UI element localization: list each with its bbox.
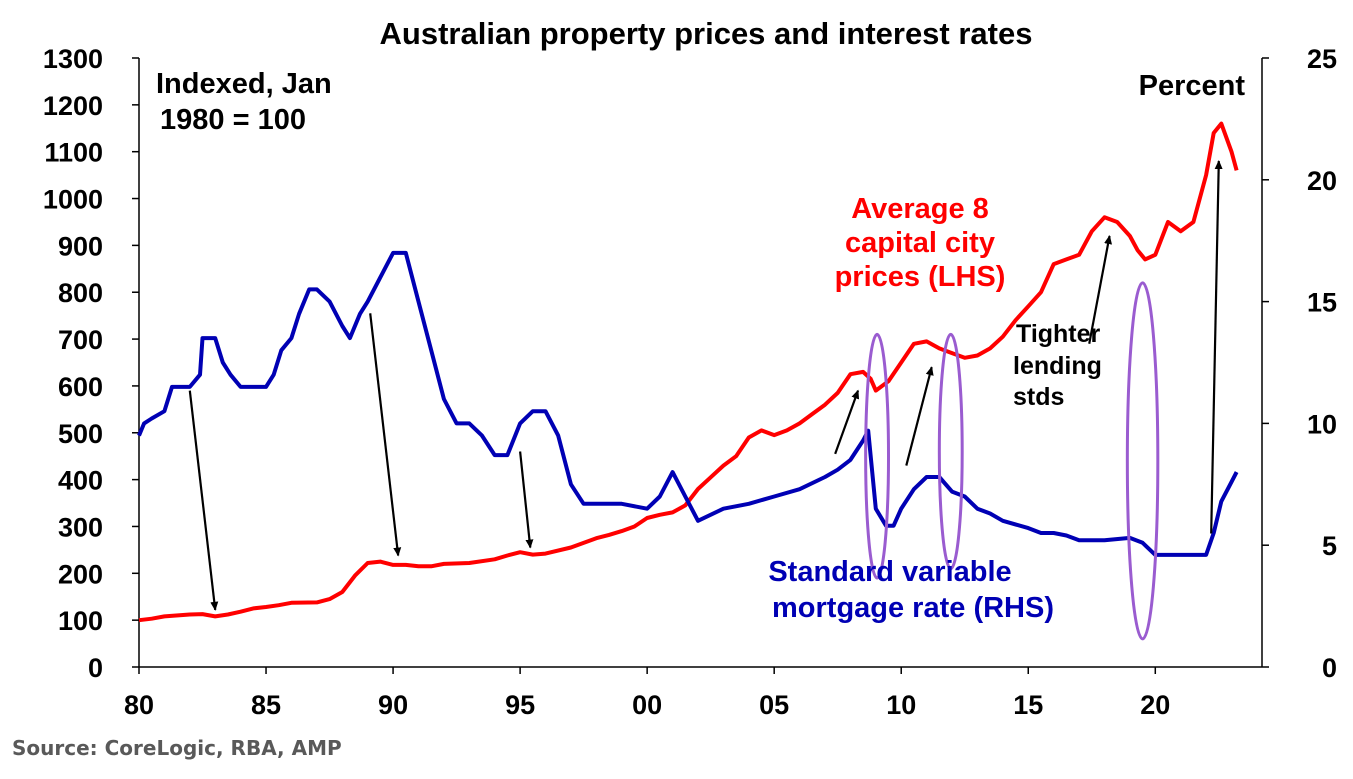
arrow-5 xyxy=(1088,235,1113,344)
left-tick-label-11: 1100 xyxy=(44,138,103,168)
arrow-2 xyxy=(519,451,534,549)
left-tick-label-3: 300 xyxy=(58,512,103,542)
left-tick-label-4: 400 xyxy=(58,466,103,496)
left-tick-label-0: 0 xyxy=(88,653,103,683)
arrow-4 xyxy=(905,366,934,466)
prices-label-line1: Average 8 xyxy=(851,193,989,225)
left-tick-label-13: 1300 xyxy=(43,44,103,74)
right-ticks: 0 5 10 15 20 25 xyxy=(1262,44,1337,683)
prices-series-line xyxy=(138,121,1239,623)
x-tick-label-7: 15 xyxy=(1013,690,1043,720)
source-note: Source: CoreLogic, RBA, AMP xyxy=(12,736,342,760)
lending-label: Tighter lending stds xyxy=(1013,320,1102,411)
left-axis-label-line2: 1980 = 100 xyxy=(160,104,306,136)
right-tick-label-0: 0 xyxy=(1322,653,1337,683)
right-tick-label-1: 5 xyxy=(1322,531,1337,561)
ellipse-layer xyxy=(864,281,1160,641)
prices-label: Average 8 capital city prices (LHS) xyxy=(835,193,1006,293)
arrow-1 xyxy=(369,313,402,557)
arrow-3 xyxy=(834,389,860,455)
highlight-ellipse-1 xyxy=(937,332,964,571)
chart-title: Australian property prices and interest … xyxy=(380,16,1033,51)
x-tick-label-0: 80 xyxy=(124,690,154,720)
left-tick-label-6: 600 xyxy=(58,372,103,402)
x-ticks: 80 85 90 95 00 05 10 15 20 xyxy=(124,667,1170,720)
right-axis-label: Percent xyxy=(1139,70,1246,102)
arrow-6 xyxy=(1210,160,1223,534)
right-tick-label-4: 20 xyxy=(1307,166,1337,196)
left-tick-label-8: 800 xyxy=(58,278,103,308)
x-tick-label-8: 20 xyxy=(1140,690,1170,720)
arrow-0 xyxy=(188,390,219,611)
rate-series-line xyxy=(137,250,1239,557)
x-tick-label-4: 00 xyxy=(632,690,662,720)
left-tick-label-7: 700 xyxy=(58,325,103,355)
lending-label-line1: Tighter xyxy=(1016,320,1101,348)
left-tick-label-10: 1000 xyxy=(43,185,103,215)
lending-label-line2: lending xyxy=(1013,352,1102,380)
rate-label: Standard variable mortgage rate (RHS) xyxy=(768,556,1054,624)
x-tick-label-3: 95 xyxy=(505,690,535,720)
right-tick-label-5: 25 xyxy=(1307,44,1337,74)
left-tick-label-2: 200 xyxy=(58,559,103,589)
series-layer xyxy=(137,121,1239,623)
prices-label-line2: capital city xyxy=(845,227,995,259)
prices-label-line3: prices (LHS) xyxy=(835,261,1006,293)
x-tick-label-2: 90 xyxy=(378,690,408,720)
left-tick-label-12: 1200 xyxy=(43,91,103,121)
left-tick-label-9: 900 xyxy=(58,231,103,261)
left-tick-label-1: 100 xyxy=(58,606,103,636)
left-tick-label-5: 500 xyxy=(58,419,103,449)
right-tick-label-2: 10 xyxy=(1307,409,1337,439)
arrow-layer xyxy=(188,160,1223,611)
left-ticks: 0 100 200 300 400 500 600 700 800 900 1000 1100 1200… xyxy=(43,44,139,683)
highlight-ellipse-0 xyxy=(864,332,891,580)
left-axis-label-line1: Indexed, Jan xyxy=(156,68,332,100)
x-tick-label-1: 85 xyxy=(251,690,281,720)
x-tick-label-6: 10 xyxy=(886,690,916,720)
highlight-ellipse-2 xyxy=(1125,281,1160,641)
rate-label-line2: mortgage rate (RHS) xyxy=(772,592,1054,624)
lending-label-line3: stds xyxy=(1013,383,1064,411)
x-tick-label-5: 05 xyxy=(759,690,789,720)
rate-label-line1: Standard variable xyxy=(768,556,1011,588)
right-tick-label-3: 15 xyxy=(1307,288,1337,318)
